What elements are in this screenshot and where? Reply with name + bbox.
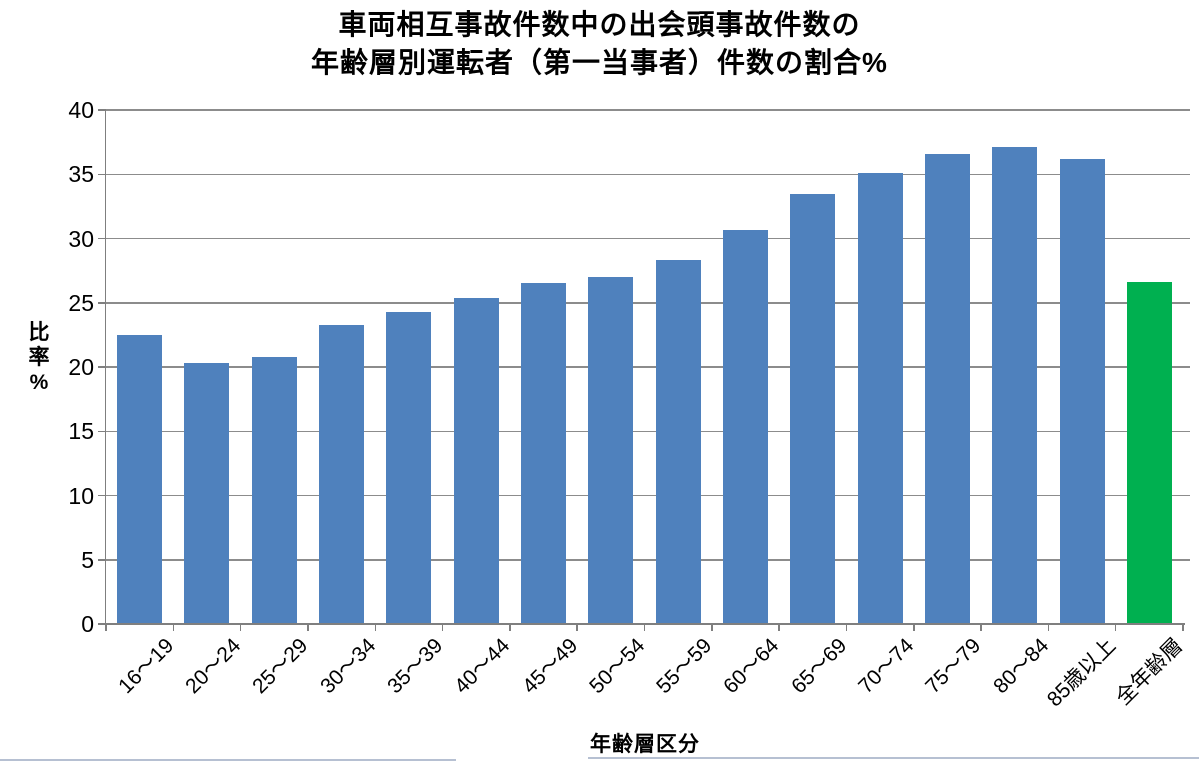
y-axis-right-tick: [1183, 559, 1190, 561]
x-axis-tick: [441, 624, 444, 631]
bar-全年齢層: [1126, 282, 1172, 624]
y-axis-right-tick: [1183, 430, 1190, 432]
bar-50～54: [588, 277, 634, 624]
gridline-20: [106, 366, 1183, 368]
x-axis-line: [104, 623, 1185, 625]
gridline-35: [106, 173, 1183, 175]
y-tick-label: 20: [68, 354, 94, 380]
gridline-15: [106, 430, 1183, 432]
bar-60～64: [722, 229, 768, 624]
x-axis-tick: [1182, 624, 1184, 631]
y-axis-tick: [98, 559, 106, 561]
y-axis-right-tick: [1183, 302, 1190, 304]
x-axis-tick: [172, 624, 175, 631]
y-tick-label: 25: [68, 289, 94, 316]
y-axis-tick: [98, 623, 106, 625]
bar-70～74: [857, 172, 903, 624]
bar-85歳以上: [1059, 158, 1105, 624]
y-tick-label: 30: [68, 225, 94, 252]
y-tick-label: 0: [81, 611, 94, 637]
y-axis-tick: [98, 302, 106, 304]
y-tick-label: 10: [68, 482, 94, 509]
y-tick-label: 5: [81, 546, 94, 573]
y-axis-tick: [98, 109, 106, 111]
bar-35～39: [386, 311, 432, 624]
x-axis-tick: [307, 624, 309, 631]
y-axis-right-tick: [1183, 494, 1190, 497]
y-axis-title-char: %: [29, 371, 49, 394]
y-tick-label: 40: [68, 97, 94, 123]
bar-75～79: [924, 153, 970, 624]
gridline-40: [106, 109, 1183, 111]
bar-40～44: [453, 297, 499, 624]
y-axis-line: [104, 110, 106, 624]
y-tick-label: 35: [68, 161, 94, 188]
gridline-10: [106, 494, 1183, 497]
bar-80～84: [992, 147, 1038, 624]
bar-16～19: [117, 334, 163, 624]
bar-30～34: [319, 324, 365, 624]
y-tick-label: 15: [68, 418, 94, 445]
y-axis-right-tick: [1183, 366, 1190, 368]
bar-55～59: [655, 260, 701, 624]
x-axis-tick: [576, 624, 578, 631]
chart-title-line1: 車両相互事故件数中の出会頭事故件数の: [338, 9, 861, 40]
y-axis-right-tick: [1183, 237, 1190, 240]
bar-25～29: [251, 356, 297, 624]
chart-frame-bottom-border-left: [0, 759, 456, 761]
y-axis-right-tick: [1183, 173, 1190, 175]
x-axis-tick: [374, 624, 376, 631]
y-axis-title-char: 率: [28, 346, 50, 369]
x-axis-tick: [980, 624, 982, 631]
y-axis-right-tick: [1183, 109, 1190, 111]
y-axis-title-char: 比: [28, 321, 50, 344]
chart-title: 車両相互事故件数中の出会頭事故件数の 年齢層別運転者（第一当事者）件数の割合%: [0, 6, 1199, 82]
gridline-30: [106, 237, 1183, 240]
bar-20～24: [184, 363, 230, 624]
x-axis-tick: [1114, 624, 1117, 631]
y-axis-title: 比率%: [22, 320, 56, 395]
y-axis-tick: [98, 494, 106, 497]
y-axis-tick: [98, 173, 106, 175]
gridline-25: [106, 302, 1183, 304]
x-axis-tick: [711, 624, 713, 631]
x-axis-tick: [913, 624, 915, 631]
bar-45～49: [521, 283, 567, 624]
x-axis-tick: [643, 624, 646, 631]
y-axis-tick: [98, 430, 106, 432]
chart-title-line2: 年齢層別運転者（第一当事者）件数の割合%: [311, 47, 888, 78]
x-axis-tick: [845, 624, 848, 631]
x-axis-tick: [778, 624, 780, 631]
y-axis-tick: [98, 237, 106, 240]
chart-frame-bottom-border-right: [588, 757, 1199, 759]
x-axis-tick: [239, 624, 242, 631]
gridline-5: [106, 559, 1183, 561]
x-axis-tick: [1047, 624, 1050, 631]
x-axis-tick: [105, 624, 107, 631]
x-axis-title: 年齢層区分: [590, 733, 700, 756]
bar-65～69: [790, 193, 836, 624]
y-axis-tick: [98, 366, 106, 368]
x-axis-tick: [509, 624, 511, 631]
